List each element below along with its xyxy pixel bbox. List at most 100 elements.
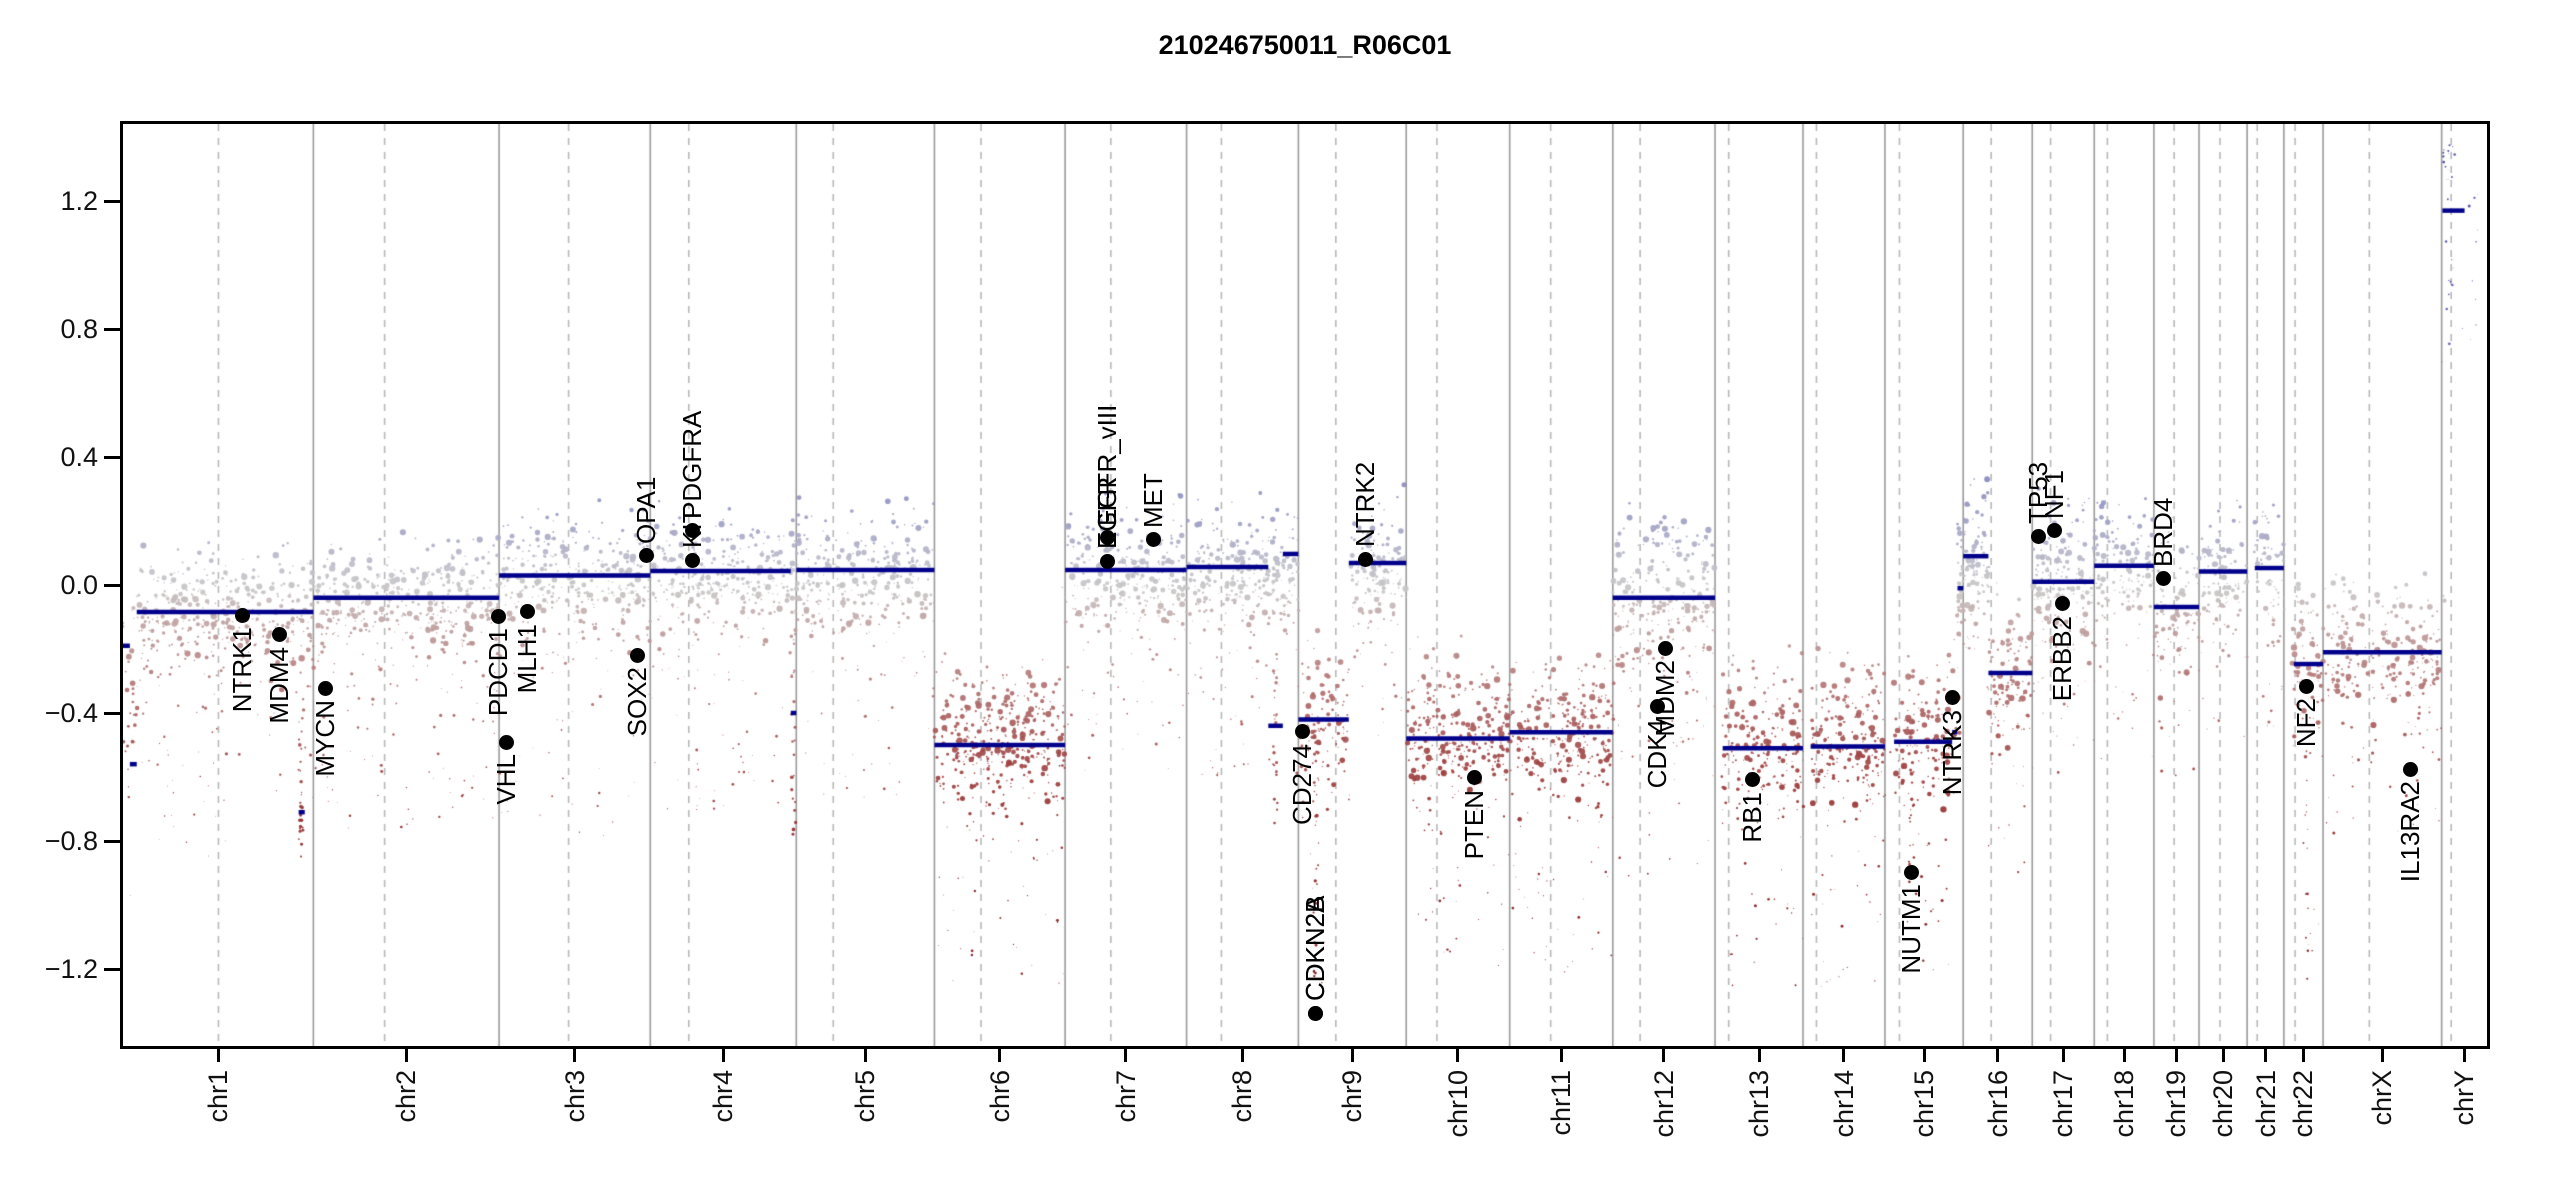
gene-label-KIT: KIT: [677, 507, 708, 549]
x-tick: [1559, 1046, 1563, 1062]
y-tick-label: 0.4: [60, 442, 98, 472]
x-tick: [1124, 1046, 1128, 1062]
y-tick: [104, 711, 121, 715]
gene-dot-MDM4: [271, 627, 287, 643]
gene-label-PDCD1: PDCD1: [482, 628, 513, 717]
gene-label-NF2: NF2: [2291, 698, 2322, 748]
y-tick: [104, 583, 121, 587]
gene-dot-CDKN2B: [1307, 1005, 1323, 1021]
gene-dot-KIT: [685, 552, 701, 568]
x-label-chr21: chr21: [2250, 1070, 2281, 1138]
gene-dot-MET: [1146, 532, 1162, 548]
x-tick: [2122, 1046, 2126, 1062]
y-tick-label: −0.8: [44, 826, 98, 856]
gene-dot-PDCD1: [490, 608, 506, 624]
x-tick: [863, 1046, 867, 1062]
x-label-chr14: chr14: [1828, 1070, 1859, 1138]
gene-dot-NTRK3: [1944, 690, 1960, 706]
x-tick: [1240, 1046, 1244, 1062]
gene-label-PDGFRA: PDGFRA: [676, 410, 707, 519]
x-label-chr13: chr13: [1744, 1070, 1775, 1138]
x-label-chr20: chr20: [2208, 1070, 2239, 1138]
x-tick: [1662, 1046, 1666, 1062]
x-tick: [2174, 1046, 2178, 1062]
x-tick: [721, 1046, 725, 1062]
y-tick: [104, 839, 121, 843]
gene-dot-NTRK2: [1357, 551, 1373, 567]
gene-dot-PTEN: [1467, 770, 1483, 786]
x-tick: [404, 1046, 408, 1062]
gene-label-SOX2: SOX2: [622, 667, 653, 737]
gene-label-RB1: RB1: [1736, 791, 1767, 843]
gene-dot-NUTM1: [1903, 864, 1919, 880]
x-label-chr8: chr8: [1227, 1070, 1258, 1123]
x-tick: [2061, 1046, 2065, 1062]
x-label-chr5: chr5: [850, 1070, 881, 1123]
gene-label-OPA1: OPA1: [631, 476, 662, 544]
gene-label-MLH1: MLH1: [511, 623, 542, 694]
x-tick: [2380, 1046, 2384, 1062]
gene-label-CDKN2B: CDKN2B: [1299, 895, 1330, 1002]
x-label-chr1: chr1: [203, 1070, 234, 1123]
gene-dot-TP53: [2030, 528, 2046, 544]
gene-dot-BRD4: [2156, 571, 2172, 587]
gene-dot-NTRK1: [235, 607, 251, 623]
gene-label-MYCN: MYCN: [310, 700, 341, 777]
x-label-chr16: chr16: [1982, 1070, 2013, 1138]
gene-label-NTRK1: NTRK1: [227, 627, 258, 713]
y-tick-label: 0.0: [60, 570, 98, 600]
gene-dot-PDGFRA: [684, 523, 700, 539]
x-tick: [1757, 1046, 1761, 1062]
gene-dot-CD274: [1295, 724, 1311, 740]
gene-dot-EGFR_vIII: [1099, 530, 1115, 546]
x-tick: [998, 1046, 1002, 1062]
gene-label-NTRK2: NTRK2: [1349, 461, 1380, 548]
gene-dot-NF1: [2047, 523, 2063, 539]
gene-label-MET: MET: [1138, 472, 1169, 528]
x-tick: [216, 1046, 220, 1062]
gene-dot-MLH1: [519, 604, 535, 620]
y-tick-label: 1.2: [60, 186, 98, 216]
gene-dot-VHL: [499, 734, 515, 750]
gene-dot-CDK4: [1649, 699, 1665, 715]
gene-dot-SOX2: [630, 647, 646, 663]
gene-label-NF1: NF1: [2039, 469, 2070, 519]
y-tick: [104, 455, 121, 459]
gene-label-NUTM1: NUTM1: [1895, 884, 1926, 974]
y-tick: [104, 967, 121, 971]
gene-dot-MYCN: [318, 680, 334, 696]
x-tick: [573, 1046, 577, 1062]
gene-label-EGFR: EGFR: [1091, 476, 1122, 549]
gene-label-MDM2: MDM2: [1650, 660, 1681, 737]
gene-label-VHL: VHL: [491, 754, 522, 805]
x-label-chr11: chr11: [1546, 1070, 1577, 1136]
gene-dot-IL13RA2: [2402, 761, 2418, 777]
x-tick: [2462, 1046, 2466, 1062]
x-label-chr19: chr19: [2161, 1070, 2192, 1138]
gene-dot-EGFR: [1099, 553, 1115, 569]
gene-dot-ERBB2: [2055, 596, 2071, 612]
x-tick: [1922, 1046, 1926, 1062]
gene-dot-OPA1: [639, 548, 655, 564]
x-tick: [1350, 1046, 1354, 1062]
y-tick-label: −0.4: [44, 698, 98, 728]
x-tick: [2264, 1046, 2267, 1062]
gene-dot-RB1: [1744, 772, 1760, 788]
x-label-chr4: chr4: [708, 1070, 739, 1123]
x-label-chr22: chr22: [2288, 1070, 2319, 1138]
y-tick-label: −1.2: [44, 954, 98, 984]
y-tick: [104, 199, 121, 203]
x-label-chr17: chr17: [2048, 1070, 2079, 1138]
x-label-chr6: chr6: [984, 1070, 1015, 1123]
page-title: 210246750011_R06C01: [1158, 30, 1452, 60]
gene-label-PTEN: PTEN: [1459, 789, 1490, 860]
gene-label-MDM4: MDM4: [263, 646, 294, 724]
x-label-chr7: chr7: [1110, 1070, 1141, 1123]
x-label-chr3: chr3: [559, 1070, 590, 1123]
y-tick: [104, 327, 121, 331]
x-tick: [2301, 1046, 2305, 1062]
x-label-chr10: chr10: [1442, 1070, 1473, 1138]
y-tick-label: 0.8: [60, 314, 98, 344]
scatter-canvas: [123, 124, 2487, 1046]
